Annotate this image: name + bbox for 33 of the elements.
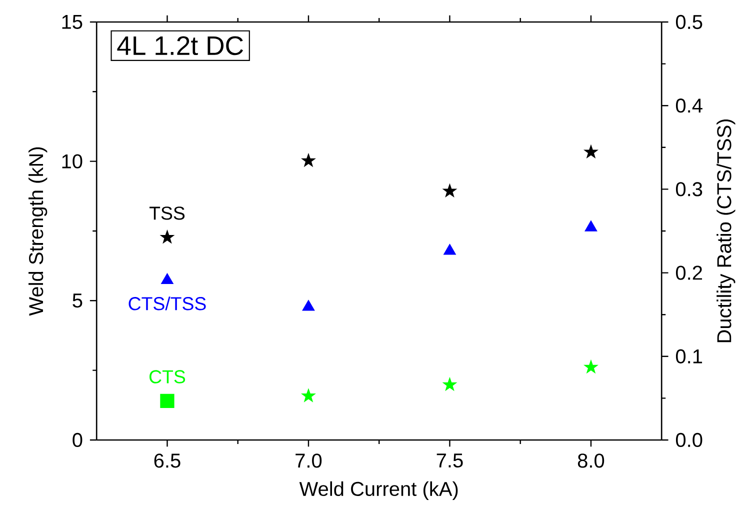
- x-tick-label: 6.5: [154, 454, 180, 468]
- y-axis-title: Weld Strength (kN): [28, 147, 48, 316]
- annotation: 4L 1.2t DC: [117, 36, 244, 56]
- point: [160, 394, 174, 408]
- point: [302, 388, 316, 402]
- y2-tick-label: 0.5: [676, 14, 702, 30]
- y2-axis-title: Ductility Ratio (CTS/TSS): [716, 119, 736, 342]
- point: [442, 184, 456, 197]
- point: [302, 154, 316, 167]
- point: [302, 300, 315, 311]
- point: [161, 273, 174, 284]
- series-label: CTS/TSS: [128, 296, 206, 310]
- y-tick-label: 5: [72, 294, 82, 308]
- x-tick-label: 7.5: [436, 454, 463, 468]
- point: [584, 360, 598, 374]
- y2-tick-label: 0.3: [676, 182, 702, 196]
- x-axis-title: Weld Current (kA): [299, 481, 458, 500]
- point: [160, 230, 174, 244]
- series-label: TSS: [150, 206, 185, 220]
- y-tick-label: 15: [62, 15, 82, 29]
- y2-tick-label: 0.4: [676, 98, 702, 113]
- y2-tick-label: 0.2: [676, 266, 702, 280]
- y2-tick-label: 0.0: [676, 432, 702, 448]
- x-tick-label: 8.0: [578, 454, 604, 468]
- y-tick-label: 0: [72, 432, 82, 448]
- y2-tick-label: 0.1: [676, 349, 702, 364]
- point: [584, 145, 598, 158]
- point: [584, 220, 598, 232]
- point: [444, 244, 456, 255]
- x-tick-label: 7.0: [296, 454, 322, 468]
- y-tick-label: 10: [62, 154, 82, 168]
- point: [442, 378, 456, 391]
- series-label: CTS: [150, 370, 186, 384]
